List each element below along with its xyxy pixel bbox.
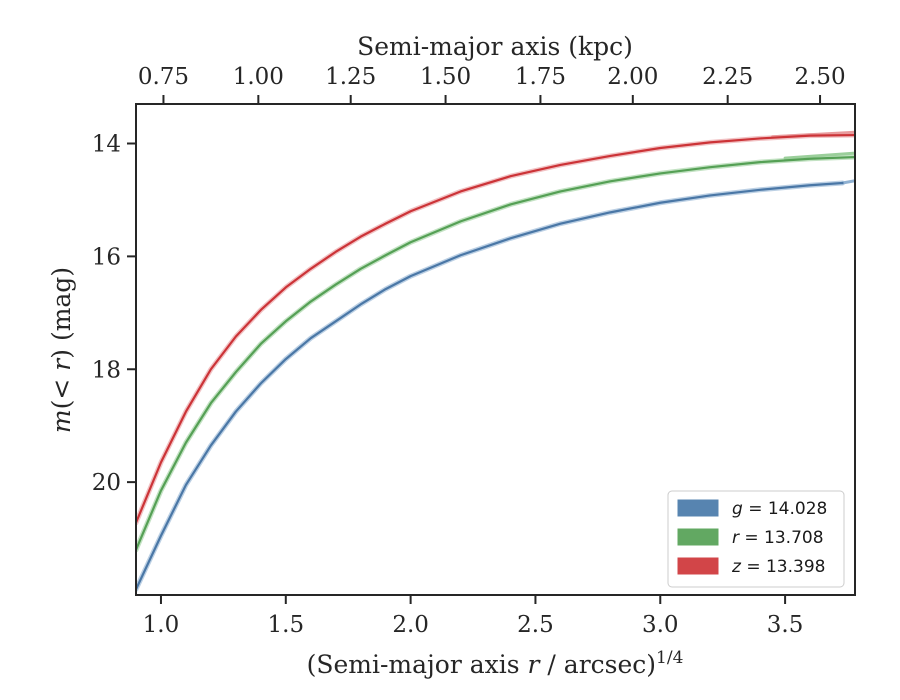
top-tick-label: 1.75	[515, 64, 566, 90]
series-band-extension-1	[783, 151, 855, 160]
top-axis: 0.75 1.00 1.25 1.50 1.75 2.00 2.25 2.50	[138, 64, 846, 104]
plot-frame	[135, 103, 856, 596]
x-tick-label: 2.0	[392, 612, 429, 638]
x-tick-label: 2.5	[517, 612, 554, 638]
y-tick-label: 14	[92, 132, 121, 158]
x-axis: 1.0 1.5 2.0 2.5 3.0 3.5	[143, 595, 804, 638]
top-tick-label: 2.00	[607, 64, 658, 90]
y-tick-label: 16	[92, 244, 121, 270]
top-tick-label: 0.75	[138, 64, 189, 90]
legend: g = 14.028 r = 13.708 z = 13.398	[667, 490, 845, 588]
y-axis-title-inner: (<	[47, 371, 76, 410]
y-axis-title: m(< r) (mag)	[47, 267, 76, 433]
series-layer	[136, 130, 855, 592]
x-axis-title-suffix: / arcsec)	[539, 650, 656, 679]
x-tick-label: 1.5	[268, 612, 305, 638]
x-tick-label: 3.0	[642, 612, 679, 638]
plot-area	[135, 103, 856, 596]
top-axis-title: Semi-major axis (kpc)	[357, 32, 633, 61]
top-tick-label: 2.25	[702, 64, 753, 90]
legend-swatch	[677, 528, 719, 546]
top-tick-label: 2.50	[794, 64, 845, 90]
series-line-2	[136, 133, 855, 524]
series-line-1	[136, 155, 855, 551]
top-tick-label: 1.25	[325, 64, 376, 90]
x-tick-label: 3.5	[767, 612, 804, 638]
legend-label: r = 13.708	[732, 528, 824, 548]
x-axis-title-var: r	[528, 650, 542, 679]
legend-swatch	[677, 557, 719, 575]
top-tick-label: 1.00	[233, 64, 284, 90]
y-axis-title-var2: r	[47, 357, 76, 371]
y-tick-label: 20	[92, 470, 121, 496]
y-axis-title-unit: (mag)	[47, 267, 76, 349]
x-axis-title-power: 1/4	[656, 648, 683, 668]
y-tick-label: 18	[92, 357, 121, 383]
series-band-extension-0	[841, 179, 855, 185]
series-line-0	[136, 181, 844, 591]
top-tick-label: 1.50	[420, 64, 471, 90]
x-axis-title: (Semi-major axis r / arcsec)1/4	[307, 648, 684, 679]
x-tick-label: 1.0	[143, 612, 180, 638]
x-axis-title-prefix: (Semi-major axis	[307, 650, 528, 679]
legend-label: z = 13.398	[731, 557, 825, 577]
legend-label: g = 14.028	[732, 499, 827, 519]
legend-swatch	[677, 499, 719, 517]
y-axis-title-close: )	[47, 349, 76, 359]
y-axis: 14 16 18 20	[92, 132, 136, 496]
y-axis-title-var: m	[47, 409, 76, 433]
